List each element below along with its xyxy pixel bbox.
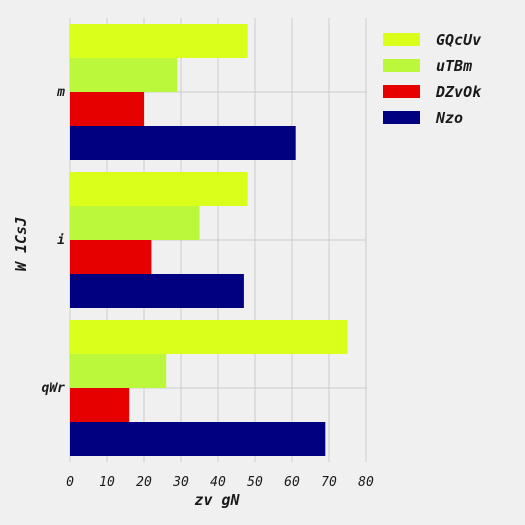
x-tick-label: 50 (247, 475, 263, 490)
bar-GQcUv-m (70, 24, 248, 58)
bar-uTBm-i (70, 206, 200, 240)
bar-Nzo-qWr (70, 422, 326, 456)
x-tick-label: 70 (321, 475, 337, 490)
legend-entry: GQcUv (436, 31, 482, 49)
y-category-label: m (56, 85, 65, 100)
bar-Nzo-m (70, 126, 296, 160)
bar-uTBm-m (70, 58, 178, 92)
x-tick-label: 40 (210, 475, 226, 490)
y-category-label: i (57, 233, 65, 248)
x-tick-label: 60 (284, 475, 300, 490)
x-tick-label: 80 (358, 475, 374, 490)
legend-entry: DZvOk (435, 83, 482, 101)
x-tick-label: 0 (66, 475, 74, 490)
legend: GQcUv uTBm DZvOk Nzo (383, 31, 482, 127)
legend-swatch (383, 85, 420, 98)
x-tick-label: 10 (99, 475, 115, 490)
bar-GQcUv-i (70, 172, 248, 206)
x-tick-label: 30 (172, 475, 189, 490)
bars (70, 24, 348, 456)
bar-Nzo-i (70, 274, 244, 308)
bar-DZvOk-m (70, 92, 144, 126)
bar-DZvOk-i (70, 240, 152, 274)
legend-swatch (383, 111, 420, 124)
y-category-labels: m i qWr (42, 85, 66, 396)
legend-swatch (383, 33, 420, 46)
y-category-label: qWr (42, 381, 66, 396)
bar-uTBm-qWr (70, 354, 167, 388)
legend-entry: Nzo (435, 109, 463, 127)
legend-entry: uTBm (436, 57, 472, 75)
x-tick-labels: 0 10 20 30 40 50 60 70 80 (66, 475, 374, 490)
y-axis-label: W 1CsJ (12, 217, 30, 271)
bar-GQcUv-qWr (70, 320, 348, 354)
x-axis-label: zv gN (194, 491, 240, 509)
legend-swatch (383, 59, 420, 72)
bar-DZvOk-qWr (70, 388, 130, 422)
x-tick-label: 20 (136, 475, 152, 490)
